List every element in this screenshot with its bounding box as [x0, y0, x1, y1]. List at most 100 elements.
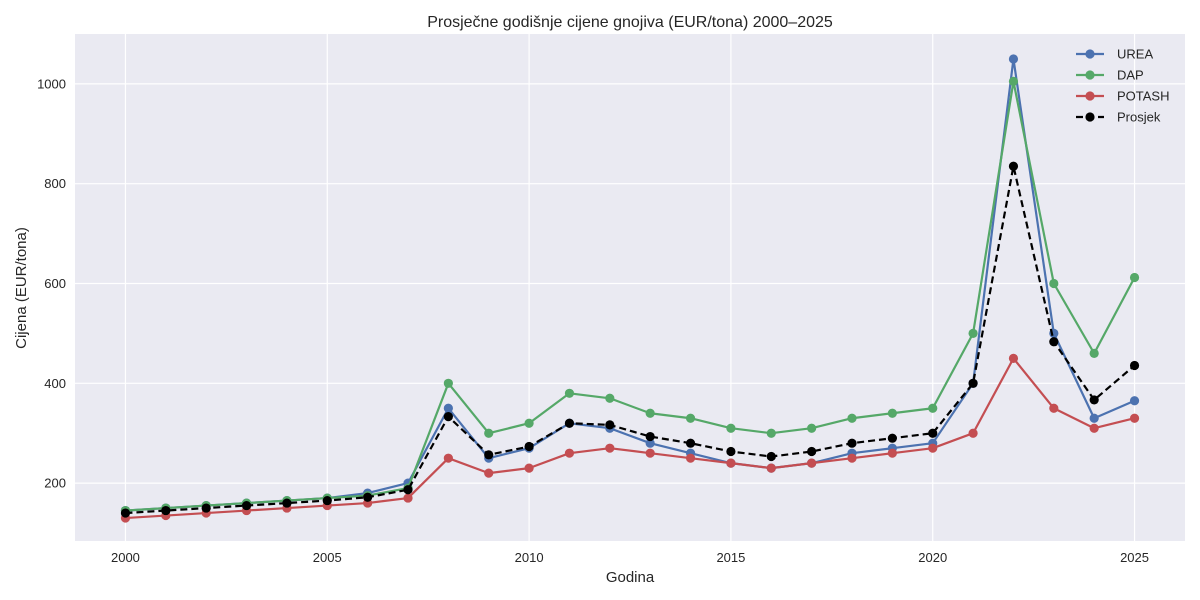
data-point-potash — [1089, 423, 1099, 433]
data-point-prosjek — [726, 446, 736, 457]
data-point-prosjek — [766, 451, 776, 462]
data-point-dap — [564, 388, 575, 398]
data-point-dap — [1049, 278, 1059, 289]
data-point-potash — [887, 448, 897, 458]
data-point-urea — [1008, 54, 1019, 64]
data-point-prosjek — [1008, 161, 1019, 171]
legend-swatch-marker — [1085, 49, 1095, 59]
data-point-dap — [484, 428, 494, 438]
data-point-dap — [847, 413, 857, 423]
data-point-potash — [564, 448, 575, 458]
data-point-dap — [807, 423, 817, 433]
data-point-potash — [928, 443, 938, 453]
x-tick-label: 2005 — [313, 550, 342, 565]
data-point-prosjek — [645, 431, 655, 442]
y-tick-label: 800 — [44, 176, 66, 191]
series-line-potash — [125, 357, 1135, 520]
y-axis-ticks: 200 400 600 800 1000 — [37, 76, 66, 490]
data-point-urea — [645, 438, 655, 448]
series-layer — [120, 54, 1140, 523]
data-point-dap — [605, 393, 615, 403]
x-axis-ticks: 2000 2005 2010 2015 2020 2025 — [111, 550, 1149, 565]
data-point-prosjek — [282, 498, 292, 508]
series-line-prosjek — [125, 165, 1136, 515]
data-point-prosjek — [1089, 395, 1099, 405]
data-point-potash — [1049, 403, 1059, 413]
legend-swatch-marker — [1085, 70, 1095, 80]
data-point-dap — [928, 403, 938, 413]
y-tick-label: 200 — [44, 476, 66, 491]
data-point-dap — [1008, 76, 1019, 87]
data-point-potash — [968, 428, 978, 438]
data-point-potash — [605, 443, 615, 453]
y-axis-label: Cijena (EUR/tona) — [13, 227, 30, 349]
x-tick-label: 2015 — [716, 550, 745, 565]
y-tick-label: 1000 — [37, 76, 66, 91]
data-point-dap — [524, 418, 534, 428]
data-point-prosjek — [564, 418, 575, 428]
gridlines — [75, 34, 1185, 541]
legend-label: POTASH — [1117, 89, 1170, 104]
y-tick-label: 600 — [44, 276, 66, 291]
data-point-prosjek — [1129, 360, 1140, 371]
legend-label: DAP — [1117, 68, 1144, 83]
legend-item-potash: POTASH — [1076, 89, 1170, 104]
data-point-prosjek — [524, 441, 534, 452]
data-point-potash — [524, 463, 534, 473]
y-tick-label: 400 — [44, 376, 66, 391]
data-point-urea — [1089, 413, 1099, 423]
data-point-potash — [443, 453, 453, 463]
data-point-potash — [726, 458, 736, 468]
series-prosjek — [120, 161, 1140, 518]
data-point-dap — [726, 423, 736, 433]
data-point-potash — [403, 493, 413, 503]
data-point-potash — [766, 463, 776, 473]
x-axis-label: Godina — [606, 569, 655, 586]
data-point-potash — [847, 453, 857, 463]
data-point-dap — [887, 408, 897, 418]
legend: UREA DAP POTASH Prosjek — [1076, 47, 1170, 125]
data-point-prosjek — [605, 420, 615, 430]
data-point-urea — [1129, 396, 1140, 406]
legend-item-urea: UREA — [1076, 47, 1153, 62]
data-point-dap — [1089, 348, 1099, 358]
data-point-prosjek — [443, 411, 453, 422]
x-tick-label: 2020 — [918, 550, 947, 565]
legend-item-dap: DAP — [1076, 68, 1144, 83]
data-point-potash — [685, 453, 696, 463]
data-point-potash — [484, 468, 494, 478]
data-point-prosjek — [484, 450, 494, 460]
series-potash — [120, 353, 1140, 523]
chart-title: Prosječne godišnje cijene gnojiva (EUR/t… — [427, 14, 833, 31]
data-point-prosjek — [241, 500, 252, 511]
data-point-prosjek — [322, 495, 332, 506]
legend-item-prosjek: Prosjek — [1076, 110, 1161, 125]
data-point-prosjek — [847, 438, 857, 448]
data-point-potash — [1008, 353, 1019, 363]
legend-swatch-marker — [1085, 112, 1095, 122]
data-point-dap — [685, 413, 696, 423]
data-point-prosjek — [161, 505, 171, 516]
data-point-prosjek — [887, 433, 897, 443]
data-point-potash — [645, 448, 655, 458]
data-point-dap — [443, 378, 453, 388]
x-tick-label: 2000 — [111, 550, 140, 565]
data-point-potash — [807, 458, 817, 468]
data-point-prosjek — [807, 446, 817, 457]
data-point-prosjek — [968, 378, 978, 388]
legend-label: UREA — [1117, 47, 1153, 62]
data-point-dap — [968, 328, 978, 339]
data-point-dap — [766, 428, 776, 438]
data-point-prosjek — [685, 438, 696, 448]
legend-swatch-marker — [1085, 91, 1095, 101]
data-point-prosjek — [403, 485, 413, 495]
plot-area — [75, 34, 1185, 541]
data-point-prosjek — [1049, 337, 1059, 347]
x-tick-label: 2025 — [1120, 550, 1149, 565]
x-tick-label: 2010 — [515, 550, 544, 565]
data-point-prosjek — [363, 492, 373, 502]
legend-label: Prosjek — [1117, 110, 1161, 125]
data-point-dap — [1129, 272, 1140, 283]
data-point-prosjek — [928, 428, 938, 438]
